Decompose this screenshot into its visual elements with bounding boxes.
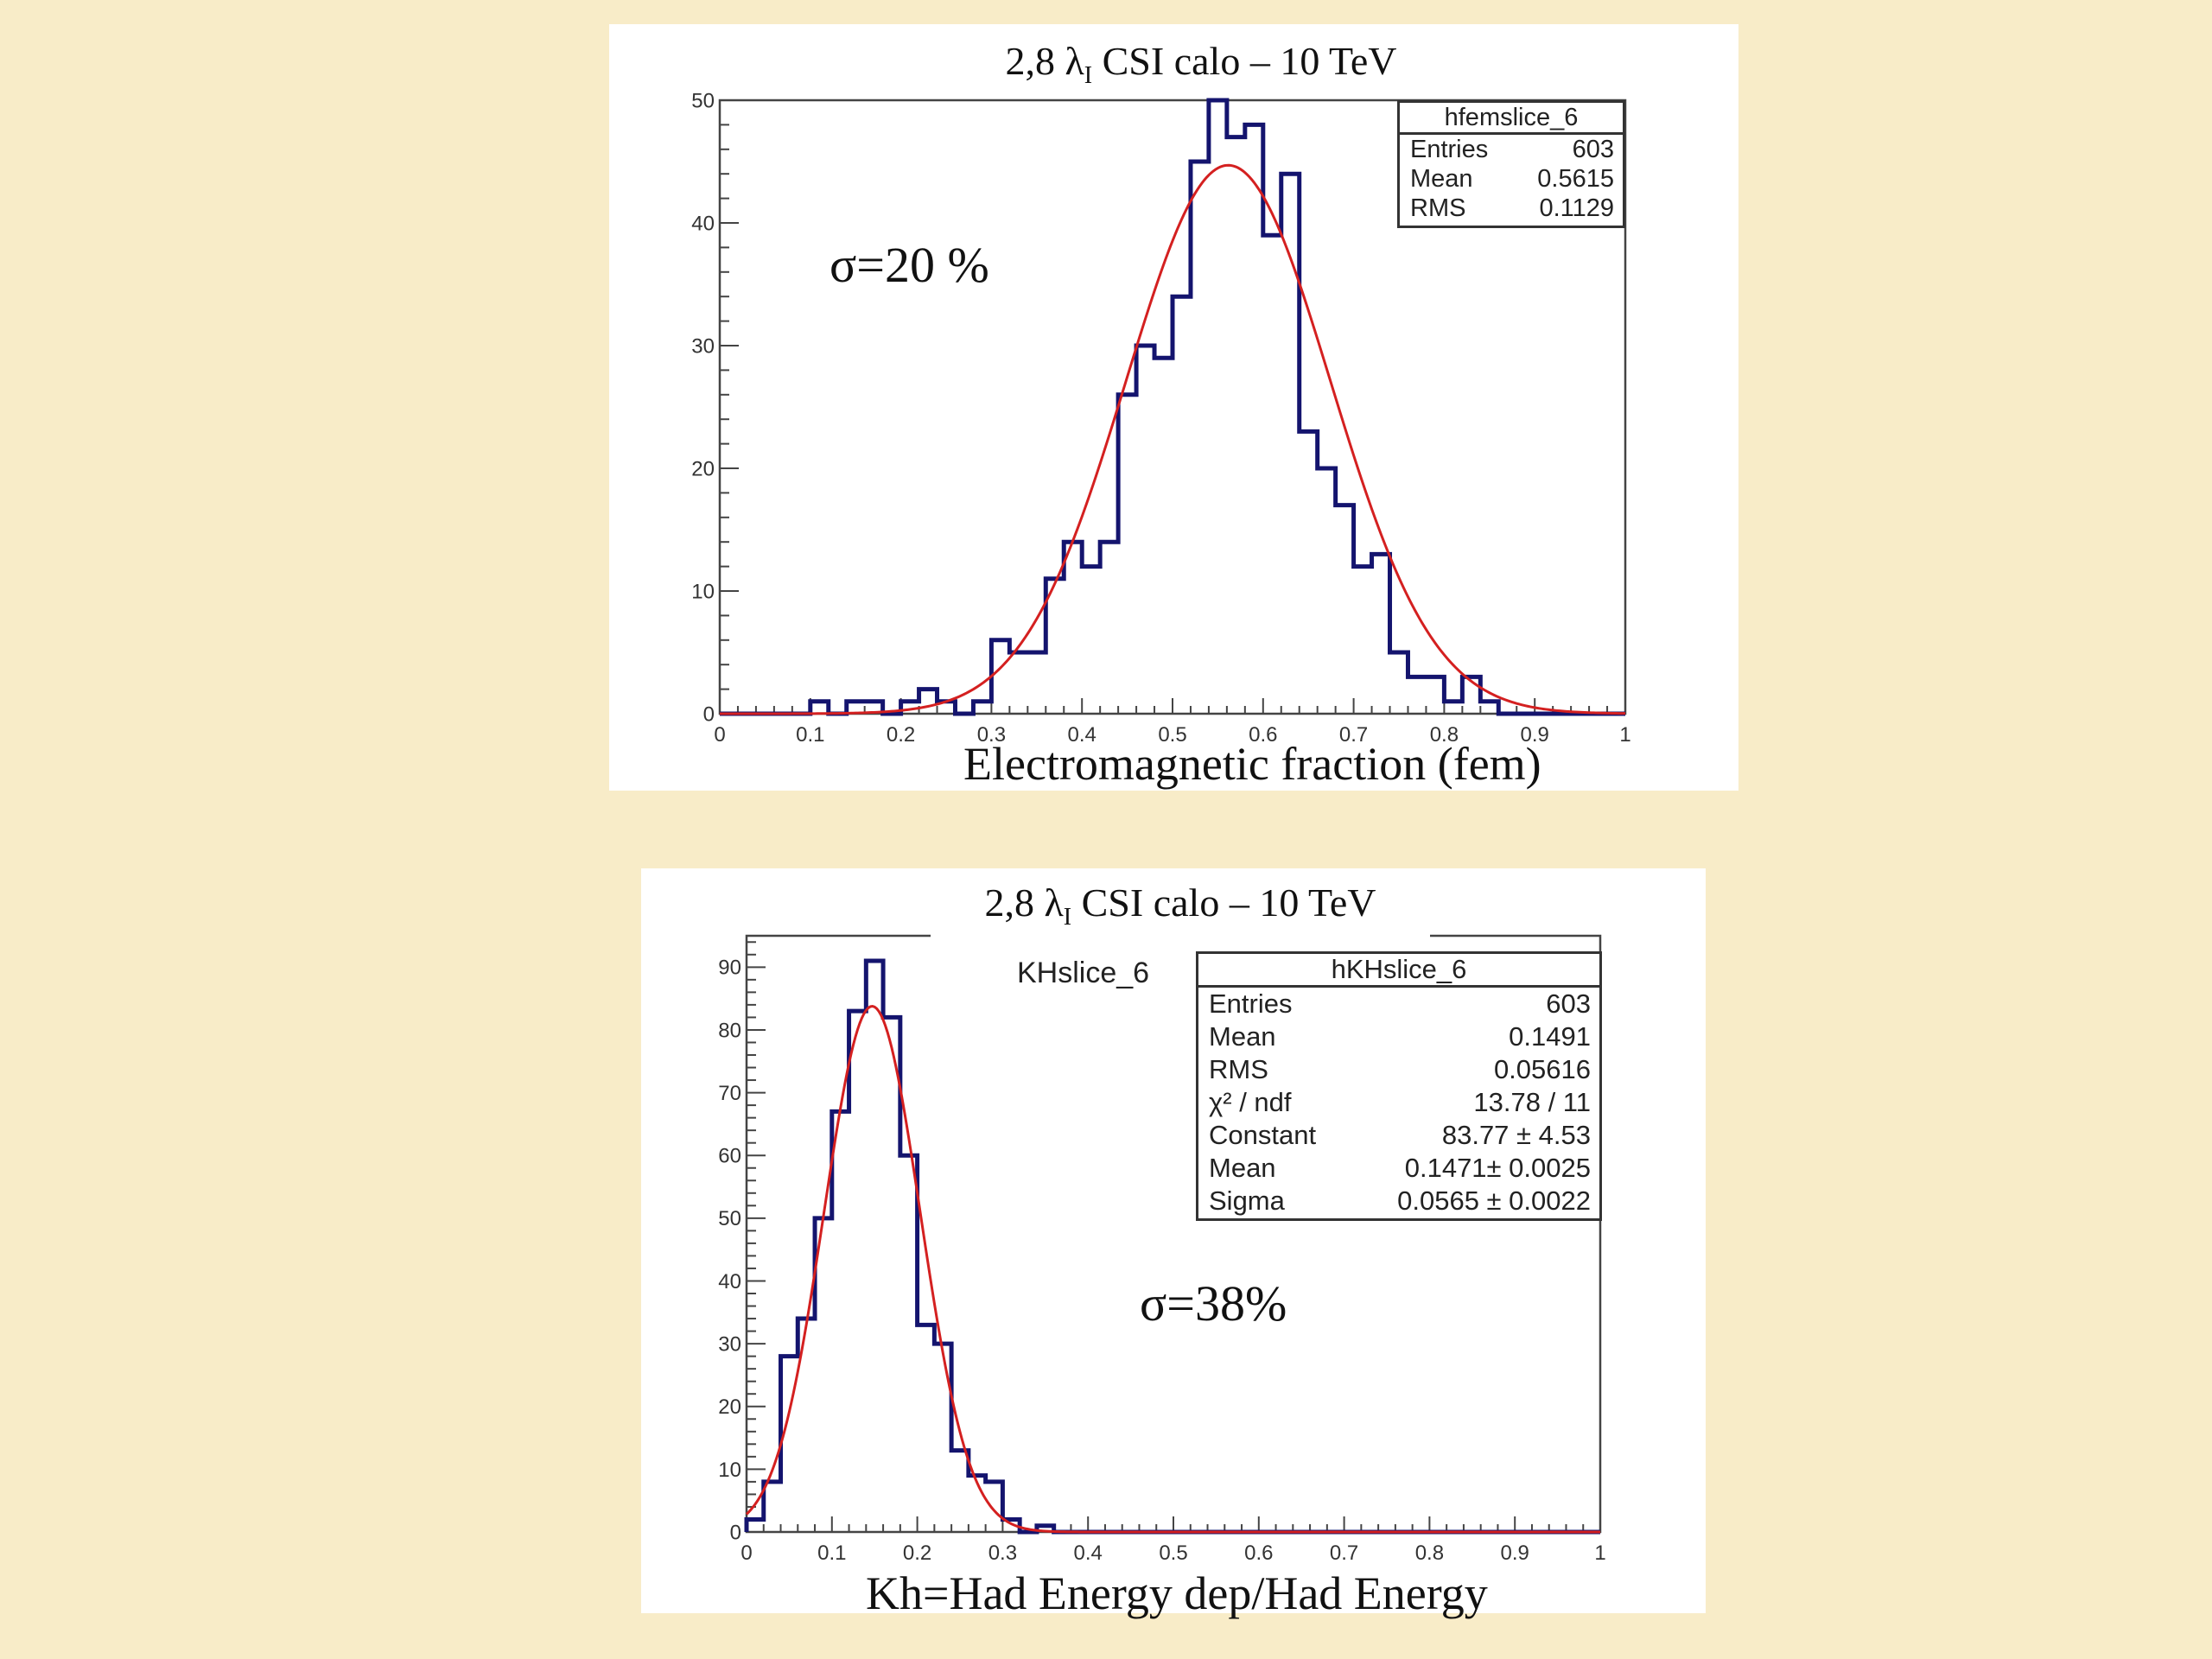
stats-row: Sigma 0.0565 ± 0.0022 [1198, 1185, 1599, 1217]
x-tick-label: 0.8 [1415, 1541, 1444, 1565]
stats-box-fem: hfemslice_6 Entries 603 Mean 0.5615 RMS 0.112… [1397, 100, 1625, 228]
histogram-name-label: KHslice_6 [1017, 957, 1150, 989]
chart-panel-kh: 0 0.1 0.2 0.3 0.4 0.5 0.6 0.7 0.8 0.9 1 0 10 20 30 40 50… [641, 868, 1706, 1619]
y-tick-label: 60 [718, 1145, 741, 1168]
chart-title-kh: 2,8 λI CSI calo – 10 TeV [931, 868, 1430, 938]
chart-title-fem: 2,8 λI CSI calo – 10 TeV [946, 31, 1456, 92]
x-tick-label: 0.4 [1074, 1541, 1103, 1565]
chart-svg-kh: 0 0.1 0.2 0.3 0.4 0.5 0.6 0.7 0.8 0.9 101020304050… [718, 934, 1606, 1565]
stats-row: RMS 0.1129 [1400, 194, 1623, 223]
stats-label: RMS [1410, 194, 1466, 222]
x-tick-label: 0 [714, 723, 725, 747]
x-tick-label: 0.2 [887, 723, 915, 747]
stats-row: Mean 0.1471± 0.0025 [1198, 1152, 1599, 1185]
x-tick-label: 0.4 [1068, 723, 1096, 747]
stats-value: 0.05616 [1493, 1054, 1591, 1084]
y-tick-label: 30 [718, 1333, 741, 1357]
stats-value: 0.1471± 0.0025 [1404, 1153, 1591, 1183]
gaussian-fit-curve [720, 163, 1626, 715]
stats-row: Mean 0.1491 [1198, 1020, 1599, 1053]
y-tick-label: 10 [691, 580, 715, 603]
stats-row: Constant 83.77 ± 4.53 [1198, 1119, 1599, 1152]
stats-value: 0.5615 [1537, 165, 1614, 193]
y-tick-label: 50 [718, 1207, 741, 1230]
x-tick-label: 0.2 [903, 1541, 931, 1565]
y-tick-label: 90 [718, 957, 741, 980]
sigma-annotation-kh: σ=38% [1140, 1275, 1287, 1332]
y-tick-label: 50 [691, 89, 715, 112]
x-tick-label: 0.1 [796, 723, 824, 747]
x-tick-label: 0.7 [1339, 723, 1368, 747]
stats-value: 83.77 ± 4.53 [1441, 1120, 1591, 1150]
stats-box-title: hKHslice_6 [1198, 954, 1599, 988]
stats-row: χ² / ndf 13.78 / 11 [1198, 1086, 1599, 1119]
x-axis-label-fem: Electromagnetic fraction (fem) [963, 738, 1541, 790]
stats-label: Mean [1209, 1153, 1276, 1183]
x-tick-label: 0.3 [988, 1541, 1017, 1565]
x-tick-label: 0.5 [1158, 723, 1186, 747]
sigma-annotation-fem: σ=20 % [830, 237, 989, 293]
stats-value: 603 [1546, 988, 1591, 1019]
gaussian-fit-curve [745, 1005, 1600, 1534]
stats-label: Sigma [1209, 1185, 1285, 1216]
stats-value: 0.1491 [1509, 1021, 1591, 1052]
y-tick-label: 0 [730, 1521, 741, 1544]
y-tick-label: 0 [703, 702, 715, 726]
stats-label: RMS [1209, 1054, 1268, 1084]
x-tick-label: 0.5 [1159, 1541, 1187, 1565]
stats-row: Mean 0.5615 [1400, 164, 1623, 194]
chart-panel-fem: 0 0.1 0.2 0.3 0.4 0.5 0.6 0.7 0.8 0.9 1 0 10 20 30 40 50… [609, 24, 1738, 791]
x-tick-label: 0.9 [1501, 1541, 1529, 1565]
x-tick-label: 0.3 [977, 723, 1006, 747]
stats-value: 0.1129 [1539, 194, 1614, 222]
stats-label: Entries [1209, 988, 1293, 1019]
stats-row: RMS 0.05616 [1198, 1053, 1599, 1086]
stats-label: Entries [1410, 136, 1489, 163]
stats-box-title: hfemslice_6 [1400, 103, 1623, 135]
x-tick-label: 0.8 [1430, 723, 1459, 747]
x-axis-label-kh: Kh=Had Energy dep/Had Energy [866, 1567, 1488, 1619]
y-tick-label: 30 [691, 334, 715, 358]
y-tick-label: 20 [718, 1395, 741, 1419]
y-tick-label: 80 [718, 1019, 741, 1042]
x-tick-label: 1 [1619, 723, 1630, 747]
x-tick-label: 0.6 [1249, 723, 1277, 747]
y-tick-label: 70 [718, 1082, 741, 1105]
x-tick-label: 0.6 [1244, 1541, 1273, 1565]
y-tick-label: 40 [691, 212, 715, 235]
x-tick-label: 0.1 [817, 1541, 846, 1565]
stats-row: Entries 603 [1400, 135, 1623, 164]
stats-label: χ² / ndf [1209, 1087, 1292, 1117]
x-tick-label: 0 [741, 1541, 752, 1565]
stats-value: 13.78 / 11 [1473, 1087, 1591, 1117]
stats-label: Constant [1209, 1120, 1317, 1150]
stats-value: 0.0565 ± 0.0022 [1397, 1185, 1591, 1216]
y-tick-label: 40 [718, 1270, 741, 1294]
stats-value: 603 [1572, 136, 1614, 163]
stats-label: Mean [1209, 1021, 1276, 1052]
x-tick-label: 0.7 [1330, 1541, 1358, 1565]
stats-row: Entries 603 [1198, 988, 1599, 1020]
stats-label: Mean [1410, 165, 1473, 193]
y-tick-label: 10 [718, 1459, 741, 1482]
x-tick-label: 0.9 [1521, 723, 1549, 747]
y-tick-label: 20 [691, 457, 715, 480]
x-tick-label: 1 [1594, 1541, 1605, 1565]
stats-box-kh: hKHslice_6 Entries 603 Mean 0.1491 RMS 0.0561… [1196, 951, 1602, 1221]
